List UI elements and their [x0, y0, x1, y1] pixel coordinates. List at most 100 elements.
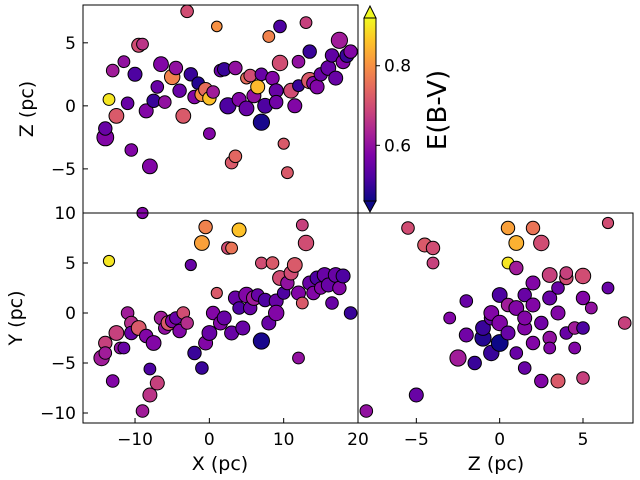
panel-zy-point [542, 290, 558, 306]
panel-xy-point [292, 351, 305, 365]
panel-zy-point [475, 320, 491, 336]
panel-xz-ytick-label: 0 [65, 97, 76, 117]
panel-xy-point [295, 296, 309, 310]
panel-xz-point [206, 85, 220, 99]
panel-xy-ticks: −10 0 10 20 −10 −5 0 5 10 [40, 204, 369, 450]
panel-xy-ytick-label: −10 [40, 404, 76, 424]
panel-xy-xtick-label: 20 [347, 430, 369, 450]
panel-zy-ticks: −5 0 5 [404, 418, 589, 450]
panel-xz-point [252, 113, 270, 131]
panel-xz-point [250, 79, 266, 95]
panel-zy-point [491, 314, 508, 332]
panel-zy-points [359, 216, 632, 418]
panel-zy-frame [357, 212, 634, 424]
panel-xy-ytick-label: 5 [65, 254, 76, 274]
panel-xz-point [124, 143, 139, 157]
panel-zy-xlabel: Z (pc) [468, 453, 524, 475]
panel-xy-ytick-label: 10 [54, 204, 76, 224]
panel-xz-point [228, 60, 243, 76]
panel-xy-point [102, 254, 116, 268]
panel-xz-point [262, 30, 276, 43]
panel-xz-point [168, 60, 184, 76]
panel-xz-point [158, 95, 172, 109]
panel-zy-point [601, 216, 615, 230]
panel-xy-point [231, 222, 247, 238]
panel-xy-point [149, 375, 165, 391]
panel-xz-point [142, 158, 158, 175]
panel-zy-point [509, 346, 524, 360]
panel-xz-point [238, 100, 255, 117]
panel-zy-point [550, 305, 566, 321]
panel-zy-point [459, 294, 474, 308]
panel-xz-ytick-label: −5 [51, 160, 76, 180]
panel-xz-point [102, 93, 116, 106]
panel-zy-point [584, 301, 598, 315]
panel-xy-xlabel: X (pc) [192, 453, 248, 475]
panel-xy-xtick-label: 10 [273, 430, 295, 450]
panel-zy-point [408, 387, 424, 403]
panel-zy-point [543, 341, 557, 355]
colorbar-gradient [363, 17, 377, 202]
panel-xz-point [273, 19, 287, 34]
panel-xy-point [335, 268, 351, 284]
colorbar-tick-label: 0.8 [384, 57, 411, 77]
panel-zy-point [500, 325, 516, 341]
panel-xz-point [117, 55, 131, 69]
panel-xz-point [183, 67, 199, 82]
panel-zy-xtick-label: 5 [578, 430, 589, 450]
colorbar-extend-top [363, 4, 377, 19]
panel-zy-point [359, 404, 374, 418]
panel-zy-point [551, 281, 565, 295]
panel-xy: −10 0 10 20 −10 −5 0 5 10 X (pc) Y (pc) [5, 204, 369, 475]
panel-zy-point [575, 290, 591, 306]
panel-xz-point [138, 103, 154, 119]
panel-xz-point [228, 149, 243, 164]
panel-xy-point [265, 256, 280, 270]
panel-zy-point [508, 300, 525, 316]
panel-xz-point [153, 56, 169, 73]
panel-zy-point [550, 373, 566, 389]
panel-xy-point [286, 257, 303, 273]
panel-xy-point [295, 218, 309, 232]
panel-xz: −5 0 5 Z (pc) [16, 4, 359, 220]
panel-zy-point [426, 256, 440, 270]
panel-xz-point [108, 108, 125, 124]
panel-xy-point [201, 325, 218, 341]
panel-xz-point [324, 48, 340, 63]
panel-zy-point [467, 355, 482, 371]
panel-xz-point [150, 80, 165, 94]
panel-xy-point [117, 341, 131, 355]
colorbar: 0.6 0.8 E(B-V) [363, 4, 453, 214]
panel-zy-point [534, 373, 549, 389]
panel-xy-point [268, 304, 285, 322]
panel-zy-xtick-label: −5 [404, 430, 429, 450]
panel-zy-point [525, 335, 541, 351]
panel-xz-point [136, 37, 149, 51]
panel-xz-point [328, 70, 344, 86]
panel-zy-point [576, 371, 590, 385]
panel-xz-point [299, 16, 313, 30]
panel-xz-point [127, 66, 143, 82]
panel-zy-point [425, 240, 441, 256]
panel-xy-xtick-label: −10 [117, 430, 153, 450]
panel-xy-point [195, 361, 209, 375]
panel-xy-point [252, 332, 270, 350]
panel-xy-point [135, 404, 150, 418]
panel-zy-point [401, 221, 415, 235]
panel-xz-ytick-label: 5 [65, 34, 76, 54]
panel-zy-point [525, 275, 541, 291]
panel-zy-point [617, 316, 632, 330]
panel-xz-point [211, 20, 223, 33]
panel-xy-points [93, 218, 358, 418]
panel-xz-point [291, 54, 306, 69]
panel-xy-point [343, 306, 358, 320]
panel-xy-point [198, 219, 213, 235]
panel-xy-xtick-label: 0 [204, 430, 215, 450]
panel-zy-point [491, 287, 508, 303]
panel-xz-point [330, 31, 348, 49]
panel-xz-point [172, 83, 187, 98]
panel-zy-point [525, 297, 541, 313]
panel-zy-point [517, 287, 532, 303]
panel-zy-point [517, 310, 533, 326]
